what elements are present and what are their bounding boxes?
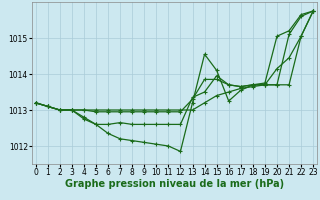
- X-axis label: Graphe pression niveau de la mer (hPa): Graphe pression niveau de la mer (hPa): [65, 179, 284, 189]
